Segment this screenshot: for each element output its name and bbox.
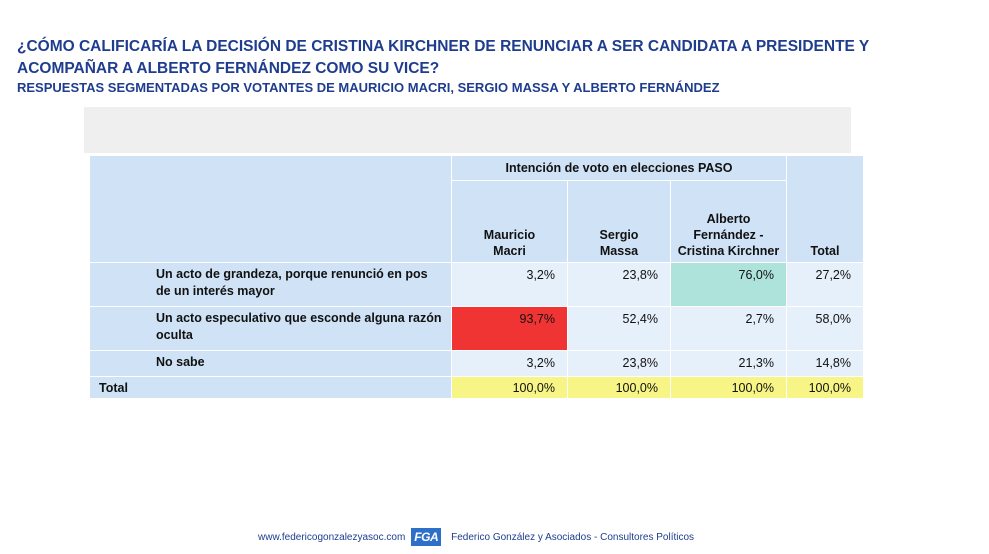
column-header-total: Total <box>786 155 864 263</box>
footer-firm-name: Federico González y Asociados - Consulto… <box>451 531 695 543</box>
group-header-row: Intención de voto en elecciones PASO Tot… <box>89 155 864 263</box>
cell-total: 100,0% <box>567 376 671 399</box>
table-row: No sabe 3,2% 23,8% 21,3% 14,8% <box>89 350 864 377</box>
cell-value: 58,0% <box>786 306 864 351</box>
header-band <box>84 107 851 153</box>
cell-total: 100,0% <box>670 376 787 399</box>
page-subtitle: RESPUESTAS SEGMENTADAS POR VOTANTES DE M… <box>17 80 720 95</box>
cell-value: 23,8% <box>567 350 671 377</box>
cell-value: 2,7% <box>670 306 787 351</box>
row-label-especulativo: Un acto especulativo que esconde alguna … <box>89 306 452 351</box>
cell-value: 23,8% <box>567 262 671 307</box>
cell-value: 27,2% <box>786 262 864 307</box>
cell-value: 3,2% <box>451 262 568 307</box>
fga-logo: FGA <box>411 528 442 546</box>
table-row: Un acto especulativo que esconde alguna … <box>89 306 864 351</box>
cell-total: 100,0% <box>451 376 568 399</box>
row-label-grandeza: Un acto de grandeza, porque renunció en … <box>89 262 452 307</box>
cell-total: 100,0% <box>786 376 864 399</box>
total-row: Total 100,0% 100,0% 100,0% 100,0% <box>89 376 864 399</box>
column-header-fernandez: Alberto Fernández - Cristina Kirchner <box>670 180 787 263</box>
cell-value: 14,8% <box>786 350 864 377</box>
cell-value: 3,2% <box>451 350 568 377</box>
column-header-massa: Sergio Massa <box>567 180 671 263</box>
cell-value: 21,3% <box>670 350 787 377</box>
cell-value-highlight-red: 93,7% <box>451 306 568 351</box>
row-label-total: Total <box>89 376 452 399</box>
cell-value: 52,4% <box>567 306 671 351</box>
table-row: Un acto de grandeza, porque renunció en … <box>89 262 864 307</box>
column-header-macri: Mauricio Macri <box>451 180 568 263</box>
cell-value-highlight-teal: 76,0% <box>670 262 787 307</box>
row-label-no-sabe: No sabe <box>89 350 452 377</box>
footer: www.federicogonzalezyasoc.com FGA Federi… <box>258 527 694 547</box>
crosstab-table: Intención de voto en elecciones PASO Tot… <box>89 155 864 399</box>
group-header: Intención de voto en elecciones PASO <box>451 155 787 181</box>
column-header-row: Mauricio Macri Sergio Massa Alberto Fern… <box>90 180 864 263</box>
page-title: ¿CÓMO CALIFICARÍA LA DECISIÓN DE CRISTIN… <box>17 38 869 77</box>
table-stub-corner <box>89 155 452 263</box>
footer-website-link[interactable]: www.federicogonzalezyasoc.com <box>258 531 406 543</box>
